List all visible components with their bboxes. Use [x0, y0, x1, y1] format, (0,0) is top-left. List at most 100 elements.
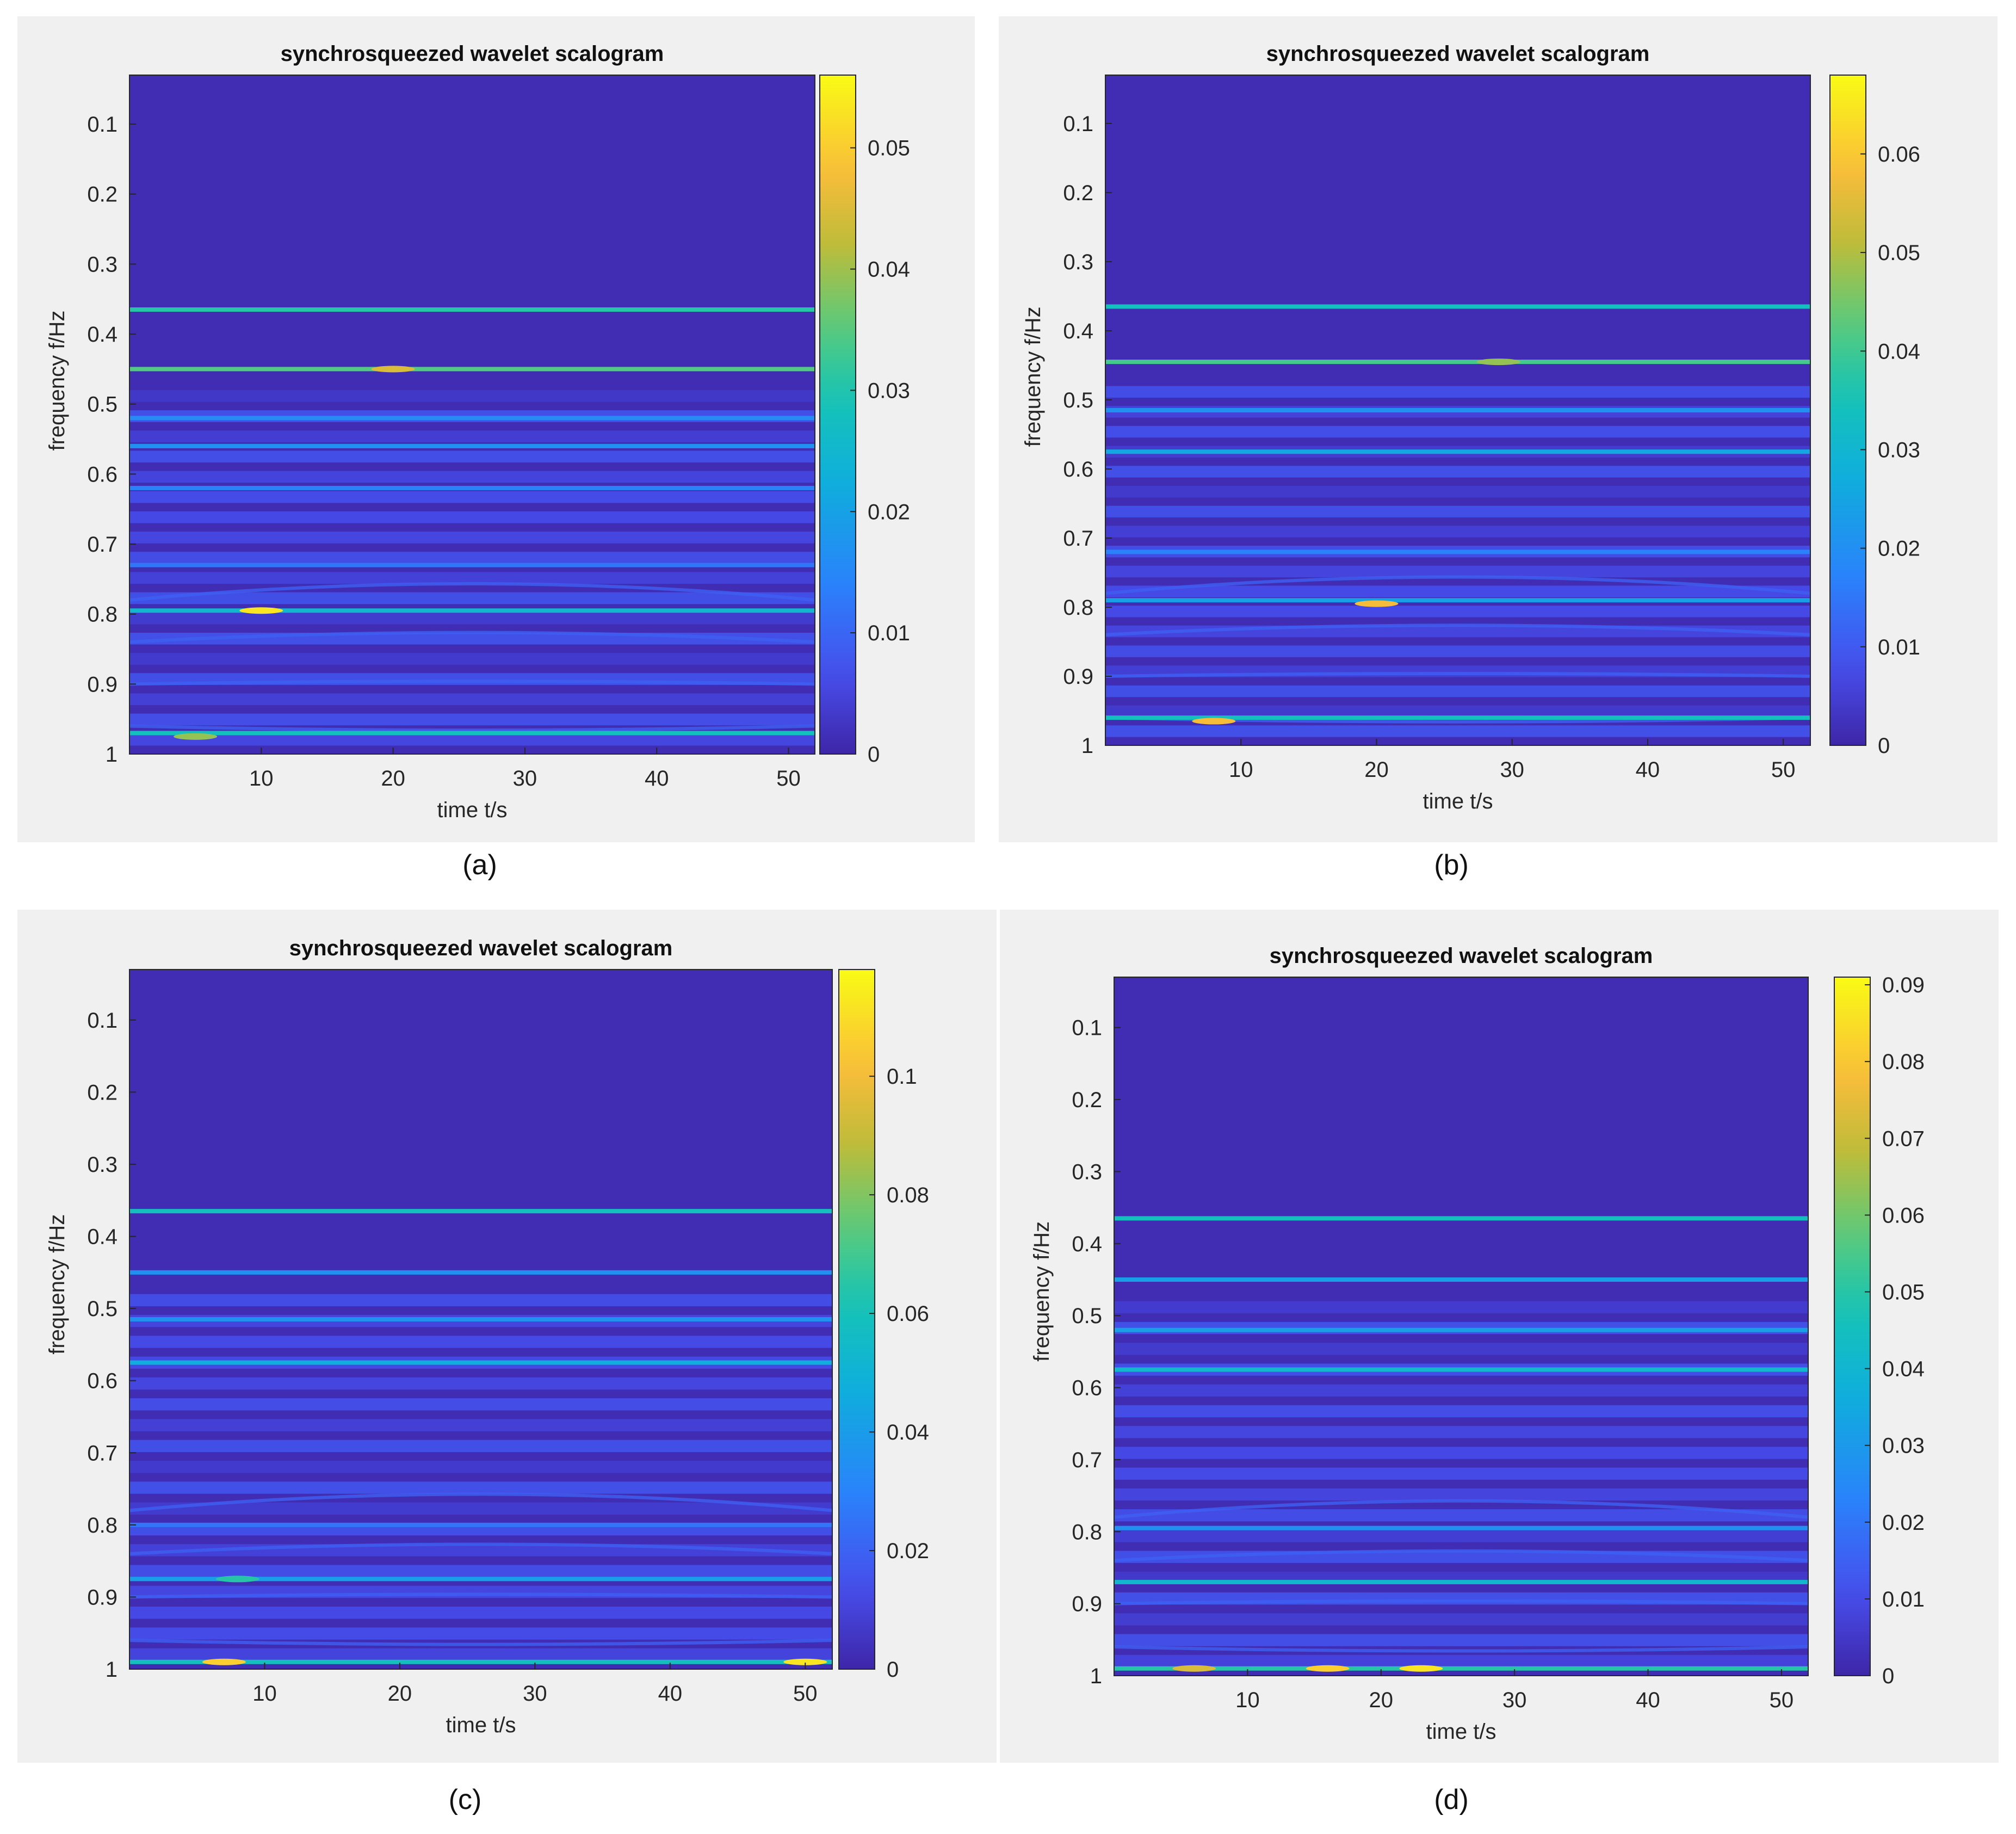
hotspot: [1306, 1665, 1350, 1672]
background-band: [129, 693, 815, 706]
x-tick-label: 50: [1771, 758, 1796, 782]
background-band: [129, 390, 815, 402]
background-band: [1114, 1467, 1808, 1480]
interference-arc: [129, 724, 815, 732]
ridge-line: [1105, 304, 1810, 309]
x-tick-label: 10: [252, 1682, 277, 1706]
hotspot: [1399, 1665, 1443, 1672]
interference-arc: [1114, 1645, 1808, 1653]
background-band: [129, 572, 815, 584]
background-band: [129, 612, 815, 625]
background-band: [129, 1419, 832, 1431]
background-band: [129, 1398, 832, 1411]
colorbar-tick-label: 0: [1878, 734, 1890, 758]
ridge-line: [129, 1360, 832, 1365]
background-band: [129, 532, 815, 544]
y-tick-label: 0.1: [87, 1009, 118, 1033]
ridge-line: [1114, 1367, 1808, 1372]
y-tick-label: 0.9: [87, 1585, 118, 1609]
x-axis-label: time t/s: [446, 1713, 516, 1737]
hotspot: [1355, 600, 1399, 607]
ridge-line: [1105, 549, 1810, 554]
background-band: [1105, 606, 1810, 617]
hotspot: [1192, 718, 1236, 725]
colorbar-tick-label: 0.04: [887, 1421, 929, 1444]
interference-arc: [129, 1542, 832, 1555]
hotspot: [1172, 1665, 1216, 1672]
ridge-line: [1105, 449, 1810, 454]
interference-arc: [1114, 1549, 1808, 1563]
colorbar: [838, 969, 875, 1670]
colorbar-tick-label: 0.05: [1882, 1281, 1925, 1305]
interference-arc: [1114, 1599, 1808, 1605]
chart-title: synchrosqueezed wavelet scalogram: [289, 936, 673, 960]
background-band: [1114, 1530, 1808, 1542]
x-tick-label: 50: [776, 767, 801, 791]
y-tick-label: 0.1: [1072, 1016, 1102, 1040]
background-band: [129, 592, 815, 604]
ridge-line: [129, 1209, 832, 1214]
y-tick-label: 0.5: [87, 1297, 118, 1321]
ridge-line: [129, 1659, 832, 1664]
x-tick-label: 20: [381, 767, 405, 791]
background-band: [129, 491, 815, 503]
y-axis-label: frequency f/Hz: [1030, 1221, 1054, 1362]
colorbar-tick-label: 0: [1882, 1664, 1894, 1688]
background-band: [129, 552, 815, 564]
y-tick-label: 0.6: [1072, 1376, 1102, 1400]
y-tick-label: 0.8: [1063, 596, 1093, 620]
background-band: [129, 653, 815, 665]
background-band: [129, 733, 815, 746]
colorbar-tick-label: 0.02: [868, 500, 910, 524]
chart-title: synchrosqueezed wavelet scalogram: [1270, 944, 1653, 968]
colorbar-tick-label: 0.09: [1882, 973, 1925, 997]
y-tick-label: 0.6: [1063, 458, 1093, 481]
colorbar-tick-label: 0.01: [1882, 1588, 1925, 1611]
y-tick-label: 0.2: [87, 183, 118, 207]
background-band: [1105, 705, 1810, 717]
ridge-line: [129, 1270, 832, 1275]
background-band: [1114, 1447, 1808, 1459]
x-axis-label: time t/s: [437, 798, 508, 822]
background-band: [129, 713, 815, 726]
background-band: [1114, 1509, 1808, 1522]
colorbar-tick-label: 0: [887, 1658, 899, 1682]
x-tick-label: 30: [513, 767, 537, 791]
x-axis-label: time t/s: [1423, 789, 1493, 813]
colorbar-tick-label: 0.08: [887, 1183, 929, 1207]
hotspot: [239, 607, 283, 614]
x-tick-label: 40: [1636, 758, 1660, 782]
y-tick-label: 0.1: [87, 113, 118, 137]
background-band: [1114, 1384, 1808, 1397]
chart-title: synchrosqueezed wavelet scalogram: [1266, 42, 1650, 66]
plot-frame: [129, 969, 833, 1670]
background-band: [129, 1294, 832, 1306]
background-band: [129, 1336, 832, 1348]
y-tick-label: 1: [106, 743, 118, 767]
background-band: [1114, 1654, 1808, 1668]
ridge-line: [1105, 408, 1810, 412]
chart-c: synchrosqueezed wavelet scalogram 0.1 0.2 0…: [45, 936, 929, 1737]
y-tick-label: 0.9: [1063, 665, 1093, 689]
background-band: [1114, 1301, 1808, 1313]
interference-arc: [129, 582, 815, 602]
colorbar-tick-label: 0.1: [887, 1065, 917, 1089]
x-tick-label: 40: [658, 1682, 683, 1706]
colorbar-tick-label: 0.04: [1882, 1357, 1925, 1381]
y-tick-label: 0.4: [87, 323, 118, 347]
colorbar-tick-label: 0.06: [1882, 1203, 1925, 1227]
hotspot: [783, 1658, 827, 1665]
ridge-line: [129, 731, 815, 736]
ridge-line: [129, 563, 815, 567]
y-tick-label: 1: [1081, 734, 1093, 758]
y-tick-label: 0.9: [1072, 1592, 1102, 1616]
background-band: [1105, 725, 1810, 737]
x-tick-label: 40: [645, 767, 669, 791]
background-band: [129, 430, 815, 442]
colorbar-tick-label: 0.02: [1878, 537, 1920, 561]
colorbar: [819, 75, 856, 755]
colorbar-tick-label: 0.01: [868, 621, 910, 645]
y-tick-label: 0.3: [87, 252, 118, 276]
y-axis-label: frequency f/Hz: [1021, 306, 1045, 447]
x-tick-label: 50: [793, 1682, 818, 1706]
